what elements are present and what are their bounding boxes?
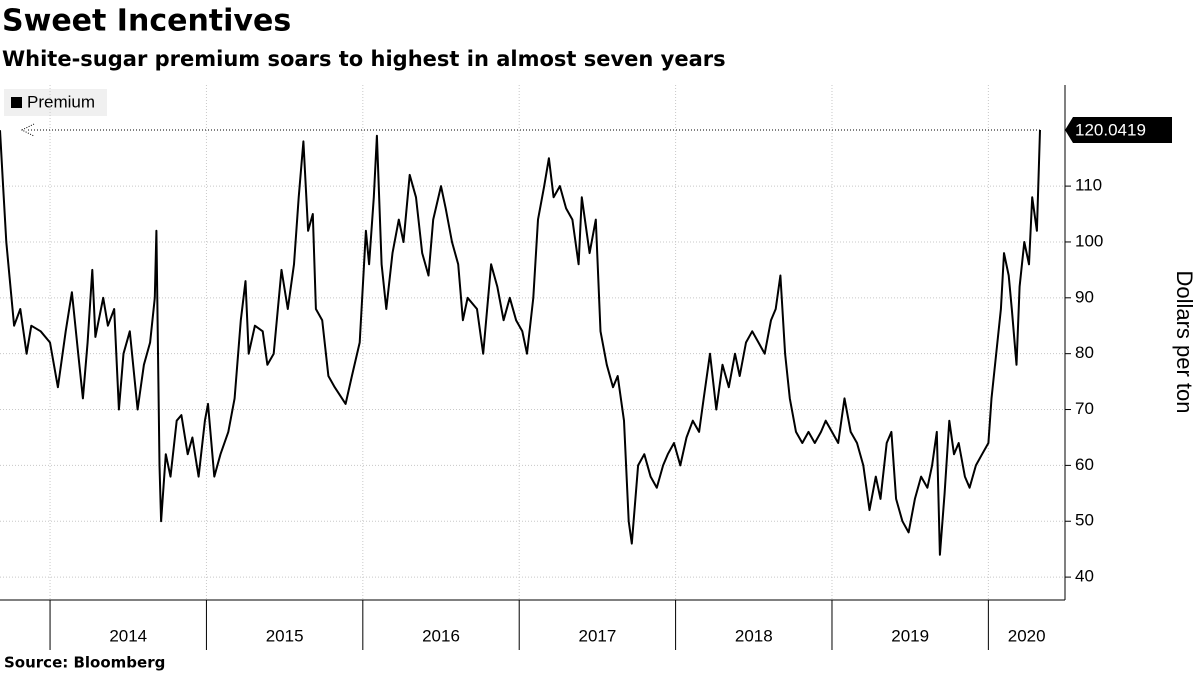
legend-label: Premium [27,92,95,111]
chart-subtitle: White-sugar premium soars to highest in … [2,47,726,71]
value-label: 120.0419 [1075,120,1146,139]
y-tick-label: 40 [1075,567,1094,586]
y-tick-label: 110 [1075,176,1102,195]
value-tag [1065,117,1172,144]
source: Source: Bloomberg [4,654,165,672]
y-tick-label: 100 [1075,231,1103,250]
x-tick-label: 2019 [891,626,929,645]
y-axis-label: Dollars per ton [1172,270,1197,413]
y-tick-label: 70 [1075,399,1094,418]
last-value-arrow [20,123,35,137]
x-tick-label: 2015 [266,626,304,645]
x-tick-label: 2020 [1008,626,1046,645]
x-tick-label: 2018 [735,626,773,645]
x-tick-label: 2016 [422,626,460,645]
y-tick-label: 60 [1075,455,1094,474]
y-tick-label: 50 [1075,511,1094,530]
x-tick-label: 2014 [109,626,147,645]
y-tick-label: 80 [1075,343,1094,362]
data-line [0,129,1041,556]
x-tick-label: 2017 [578,626,616,645]
chart-title: Sweet Incentives [2,4,291,39]
legend-swatch [11,97,22,108]
y-tick-label: 90 [1075,287,1094,306]
